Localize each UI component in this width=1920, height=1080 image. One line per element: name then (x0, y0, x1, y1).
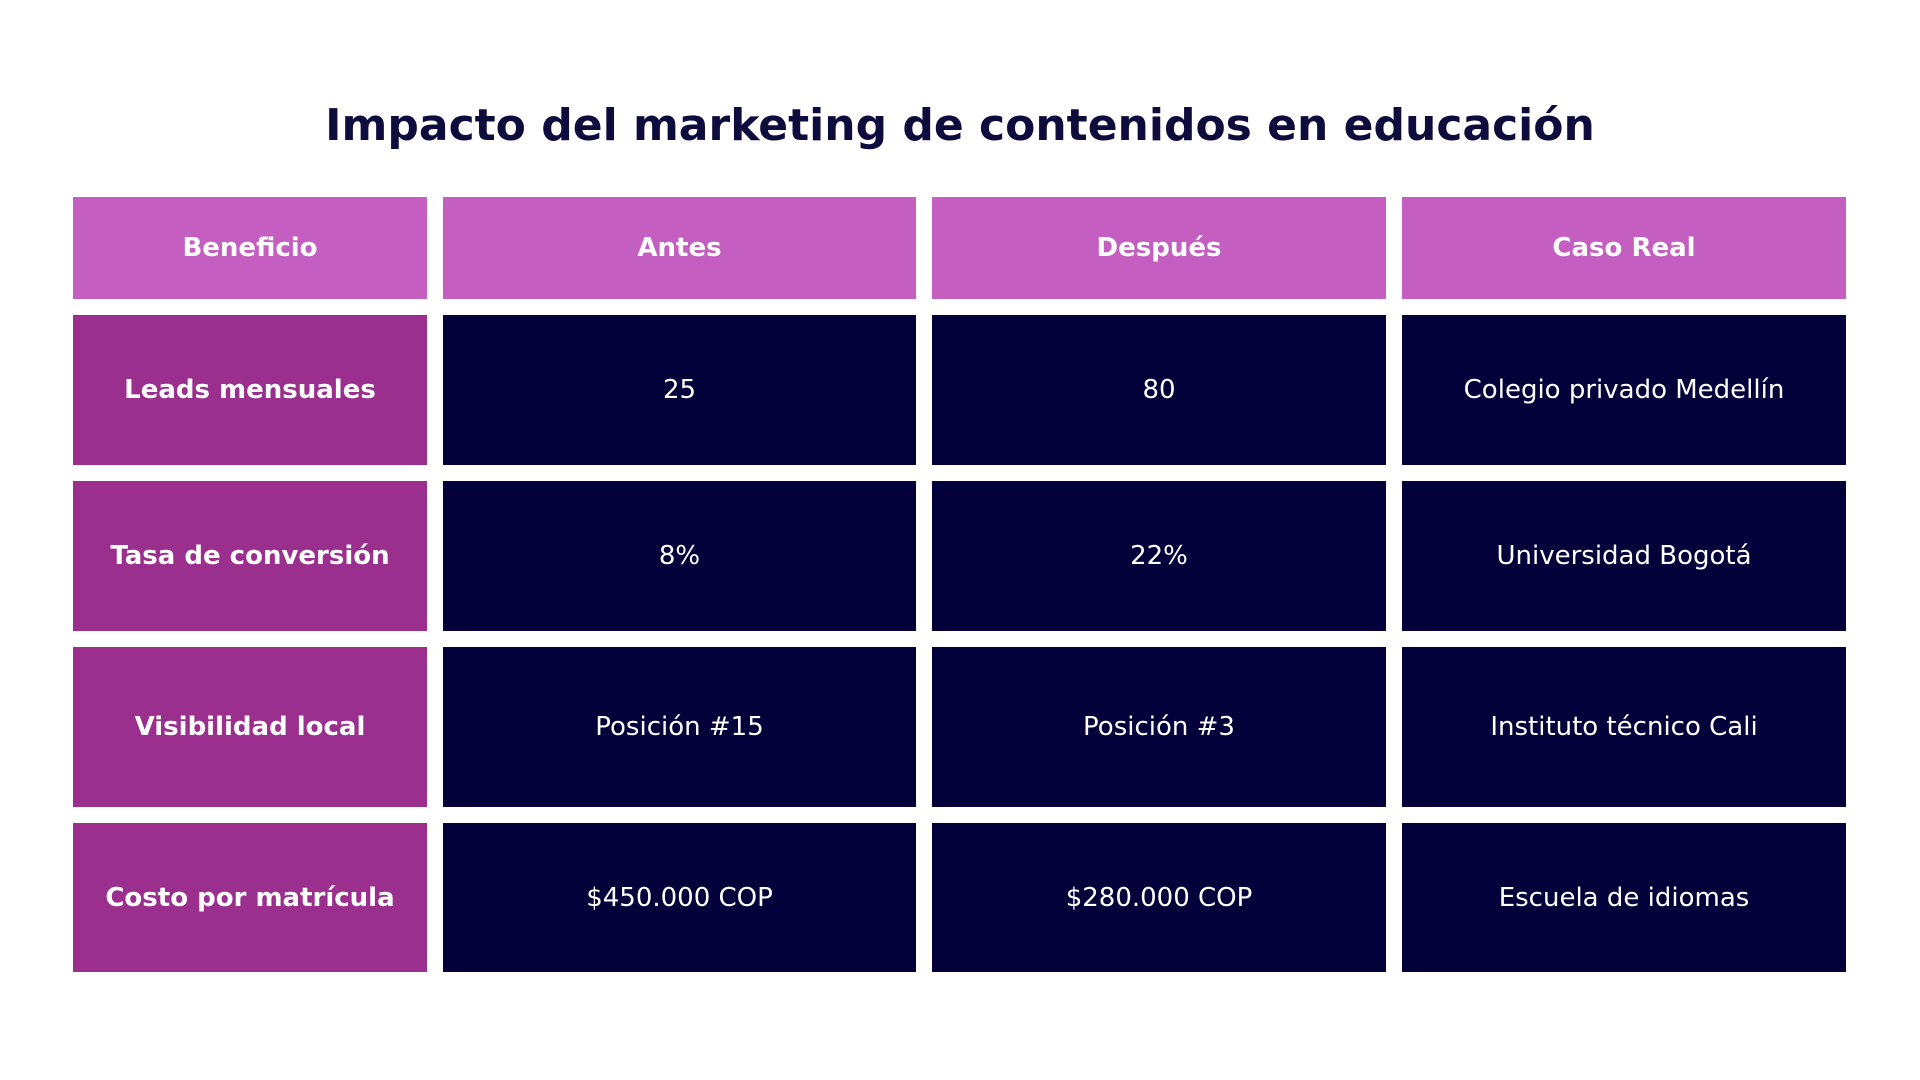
table-cell: Escuela de idiomas (1402, 823, 1846, 972)
table-cell: Posición #3 (932, 647, 1386, 807)
table-cell: Colegio privado Medellín (1402, 315, 1846, 465)
row-header-cell: Costo por matrícula (73, 823, 427, 972)
row-header-cell: Leads mensuales (73, 315, 427, 465)
table-cell: 22% (932, 481, 1386, 631)
header-cell: Beneficio (73, 197, 427, 299)
table-cell: Instituto técnico Cali (1402, 647, 1846, 807)
title: Impacto del marketing de contenidos en e… (325, 100, 1595, 151)
row-header-cell: Visibilidad local (73, 647, 427, 807)
header-cell: Caso Real (1402, 197, 1846, 299)
table-cell: $280.000 COP (932, 823, 1386, 972)
header-cell: Antes (443, 197, 916, 299)
header-cell: Después (932, 197, 1386, 299)
table-cell: 8% (443, 481, 916, 631)
table-cell: Posición #15 (443, 647, 916, 807)
table-cell: 25 (443, 315, 916, 465)
row-header-cell: Tasa de conversión (73, 481, 427, 631)
table-cell: 80 (932, 315, 1386, 465)
table-cell: Universidad Bogotá (1402, 481, 1846, 631)
table-cell: $450.000 COP (443, 823, 916, 972)
table: Beneficio Antes Después Caso Real Leads mens… (73, 197, 1846, 972)
